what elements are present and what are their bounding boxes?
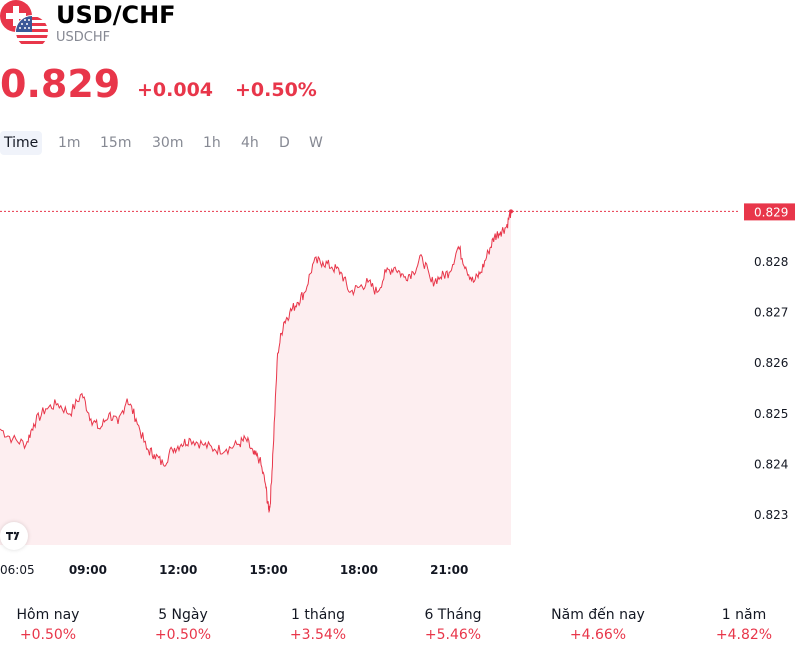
performance-periods: Hôm nay +0.50% 5 Ngày +0.50% 1 tháng +3.… bbox=[0, 604, 800, 654]
series-line bbox=[0, 211, 512, 513]
period-today[interactable]: Hôm nay +0.50% bbox=[0, 604, 113, 644]
y-tick-label: 0.828 bbox=[754, 255, 788, 269]
period-label: Năm đến nay bbox=[551, 607, 645, 623]
x-tick-label: 21:00 bbox=[430, 563, 468, 577]
y-tick-label: 0.824 bbox=[754, 457, 788, 471]
period-value: +0.50% bbox=[154, 627, 212, 643]
tab-4h[interactable]: 4h bbox=[241, 135, 259, 151]
ticker-code: USDCHF bbox=[56, 30, 111, 45]
period-label: 5 Ngày bbox=[158, 607, 208, 623]
x-tick-label: 12:00 bbox=[159, 563, 197, 577]
period-label: Hôm nay bbox=[16, 607, 80, 623]
period-1-month[interactable]: 1 tháng +3.54% bbox=[253, 604, 383, 644]
tab-time[interactable]: Time bbox=[0, 131, 43, 155]
tab-30m[interactable]: 30m bbox=[152, 135, 184, 151]
tradingview-logo-icon[interactable] bbox=[0, 522, 28, 550]
last-price: 0.829 bbox=[0, 62, 121, 106]
series-area bbox=[0, 211, 511, 545]
y-tick-label: 0.827 bbox=[754, 306, 788, 320]
y-tick-label: 0.826 bbox=[754, 356, 788, 370]
price-change-percent: +0.50% bbox=[235, 79, 317, 101]
tab-1h[interactable]: 1h bbox=[203, 135, 221, 151]
x-tick-label: 15:00 bbox=[249, 563, 287, 577]
symbol-title: USD/CHF bbox=[56, 1, 176, 29]
period-5-days[interactable]: 5 Ngày +0.50% bbox=[118, 604, 248, 644]
period-label: 1 năm bbox=[721, 607, 767, 623]
chart-header: USD/CHF USDCHF bbox=[0, 0, 800, 60]
x-tick-label: 18:00 bbox=[340, 563, 378, 577]
period-1-year[interactable]: 1 năm +4.82% bbox=[679, 604, 800, 644]
last-value-label: 0.829 bbox=[754, 205, 788, 219]
y-tick-label: 0.825 bbox=[754, 407, 788, 421]
period-value: +4.82% bbox=[715, 627, 773, 643]
period-value: +3.54% bbox=[289, 627, 347, 643]
tab-1m[interactable]: 1m bbox=[58, 135, 81, 151]
y-tick-label: 0.823 bbox=[754, 508, 788, 522]
period-value: +4.66% bbox=[569, 627, 627, 643]
period-ytd[interactable]: Năm đến nay +4.66% bbox=[533, 604, 663, 644]
tab-d[interactable]: D bbox=[279, 135, 290, 151]
usd-chf-flags-icon bbox=[0, 0, 49, 49]
period-6-months[interactable]: 6 Tháng +5.46% bbox=[388, 604, 518, 644]
last-price-dot bbox=[509, 209, 513, 214]
x-tick-label: 06:05 bbox=[0, 563, 35, 577]
last-value-badge bbox=[744, 203, 795, 221]
period-label: 1 tháng bbox=[290, 607, 346, 623]
price-change: +0.004 bbox=[137, 79, 214, 101]
period-label: 6 Tháng bbox=[424, 607, 482, 623]
x-tick-label: 09:00 bbox=[69, 563, 107, 577]
tab-15m[interactable]: 15m bbox=[100, 135, 132, 151]
period-value: +5.46% bbox=[424, 627, 482, 643]
tab-w[interactable]: W bbox=[309, 135, 323, 151]
period-value: +0.50% bbox=[19, 627, 77, 643]
price-chart[interactable]: 0.8230.8240.8250.8260.8270.8280.8290.829… bbox=[0, 180, 800, 585]
